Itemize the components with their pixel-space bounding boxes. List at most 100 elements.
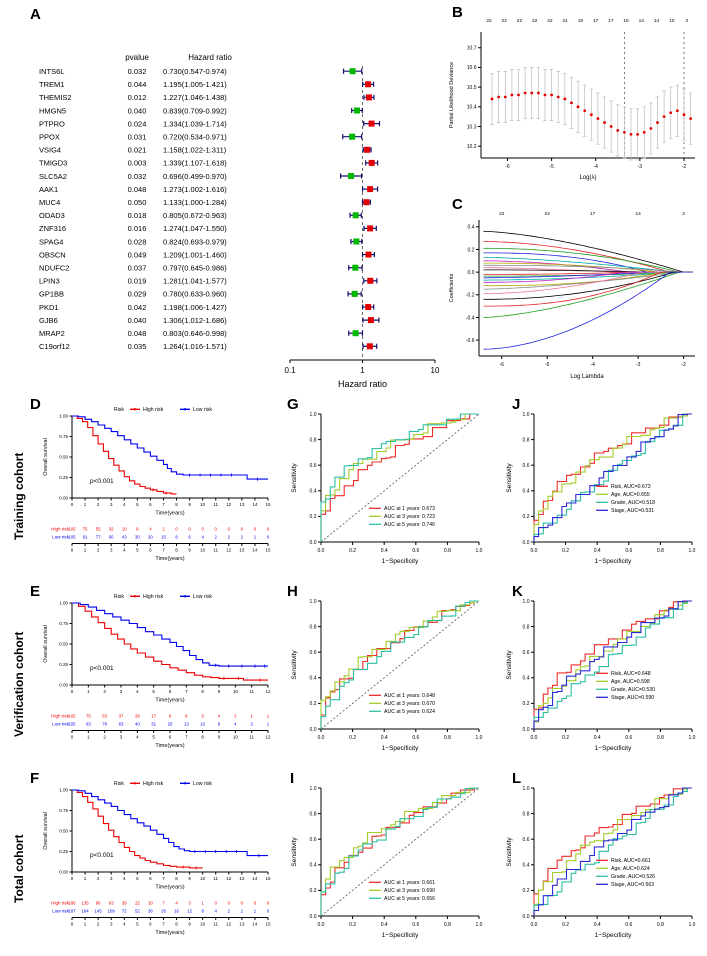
svg-text:0.4: 0.4 bbox=[523, 489, 530, 495]
svg-text:0.8: 0.8 bbox=[444, 922, 451, 928]
svg-text:0.2: 0.2 bbox=[349, 548, 356, 554]
svg-text:1.0: 1.0 bbox=[523, 599, 530, 605]
svg-text:-4: -4 bbox=[593, 164, 598, 170]
svg-text:2: 2 bbox=[97, 876, 100, 881]
svg-text:2: 2 bbox=[250, 722, 253, 727]
svg-text:Age, AUC=0.655: Age, AUC=0.655 bbox=[611, 492, 650, 498]
svg-text:39: 39 bbox=[122, 901, 127, 906]
svg-text:1.334(1.039-1.714): 1.334(1.039-1.714) bbox=[163, 119, 227, 128]
svg-text:0.00: 0.00 bbox=[59, 870, 68, 875]
svg-text:6: 6 bbox=[149, 548, 152, 553]
svg-text:10: 10 bbox=[233, 689, 239, 694]
svg-text:21: 21 bbox=[562, 18, 568, 24]
svg-text:7: 7 bbox=[162, 548, 165, 553]
svg-text:Low risk: Low risk bbox=[193, 781, 212, 787]
svg-text:3: 3 bbox=[120, 689, 123, 694]
svg-text:Grade, AUC=0.518: Grade, AUC=0.518 bbox=[611, 500, 655, 506]
svg-text:0.6: 0.6 bbox=[310, 837, 317, 843]
svg-text:0.0: 0.0 bbox=[523, 914, 530, 920]
svg-text:0.6: 0.6 bbox=[523, 463, 530, 469]
svg-text:TREM1: TREM1 bbox=[39, 80, 64, 89]
svg-text:63: 63 bbox=[119, 722, 124, 727]
panel-label-f: F bbox=[30, 770, 40, 787]
svg-text:22: 22 bbox=[499, 211, 505, 217]
svg-text:75: 75 bbox=[83, 527, 88, 532]
svg-text:2: 2 bbox=[228, 535, 231, 540]
svg-text:3: 3 bbox=[120, 735, 123, 740]
svg-text:0: 0 bbox=[241, 901, 244, 906]
svg-text:16: 16 bbox=[174, 909, 179, 914]
svg-text:0.0: 0.0 bbox=[468, 270, 475, 276]
panel-label-i: I bbox=[290, 770, 295, 787]
svg-text:12: 12 bbox=[265, 735, 271, 740]
svg-text:0.824(0.693-0.979): 0.824(0.693-0.979) bbox=[163, 237, 227, 246]
svg-text:AUC at 3 years: 0.690: AUC at 3 years: 0.690 bbox=[384, 888, 435, 894]
svg-text:52: 52 bbox=[135, 909, 140, 914]
svg-text:8: 8 bbox=[175, 922, 178, 927]
svg-text:2: 2 bbox=[228, 909, 231, 914]
svg-text:0.8: 0.8 bbox=[657, 922, 664, 928]
svg-text:0.696(0.499-0.970): 0.696(0.499-0.970) bbox=[163, 172, 227, 181]
svg-text:0.2: 0.2 bbox=[310, 514, 317, 520]
svg-text:1.0: 1.0 bbox=[476, 922, 483, 928]
svg-text:1: 1 bbox=[201, 901, 204, 906]
svg-text:0: 0 bbox=[215, 901, 218, 906]
svg-text:0: 0 bbox=[71, 548, 74, 553]
svg-text:High risk: High risk bbox=[143, 781, 164, 787]
svg-text:9: 9 bbox=[188, 548, 191, 553]
svg-text:0.042: 0.042 bbox=[128, 303, 147, 312]
svg-text:22: 22 bbox=[517, 18, 523, 24]
svg-text:0.50: 0.50 bbox=[59, 642, 68, 647]
svg-text:SLC5A2: SLC5A2 bbox=[39, 172, 67, 181]
svg-text:0: 0 bbox=[267, 901, 270, 906]
svg-text:9: 9 bbox=[218, 735, 221, 740]
svg-text:1.158(1.022-1.311): 1.158(1.022-1.311) bbox=[163, 146, 227, 155]
svg-text:2: 2 bbox=[234, 714, 237, 719]
svg-text:1: 1 bbox=[254, 909, 257, 914]
svg-text:0.8: 0.8 bbox=[523, 624, 530, 630]
svg-text:145: 145 bbox=[95, 909, 103, 914]
svg-text:9: 9 bbox=[218, 722, 221, 727]
svg-text:Grade, AUC=0.530: Grade, AUC=0.530 bbox=[611, 687, 655, 693]
svg-text:OBSCN: OBSCN bbox=[39, 250, 66, 259]
svg-text:10.5: 10.5 bbox=[467, 85, 477, 91]
svg-text:High risk: High risk bbox=[51, 901, 70, 906]
panel-label-l: L bbox=[512, 770, 522, 787]
svg-text:High risk: High risk bbox=[143, 407, 164, 413]
svg-text:75: 75 bbox=[86, 714, 91, 719]
svg-text:9: 9 bbox=[218, 689, 221, 694]
svg-text:30: 30 bbox=[135, 535, 140, 540]
svg-text:Risk: Risk bbox=[114, 594, 124, 600]
svg-text:1: 1 bbox=[84, 876, 87, 881]
svg-text:135: 135 bbox=[81, 901, 89, 906]
svg-text:2: 2 bbox=[241, 909, 244, 914]
svg-text:17: 17 bbox=[151, 714, 156, 719]
svg-text:63: 63 bbox=[109, 901, 114, 906]
svg-text:-3: -3 bbox=[636, 362, 641, 368]
svg-text:AUC at 1 years: 0.661: AUC at 1 years: 0.661 bbox=[384, 880, 435, 886]
svg-text:6: 6 bbox=[188, 535, 191, 540]
svg-text:13: 13 bbox=[239, 876, 245, 881]
svg-text:12: 12 bbox=[265, 689, 271, 694]
svg-text:TMIGD3: TMIGD3 bbox=[39, 159, 67, 168]
svg-text:0.2: 0.2 bbox=[468, 247, 475, 253]
svg-text:1.0: 1.0 bbox=[310, 599, 317, 605]
roc-time-plot-training: 0.00.0 0.2 0.2 0.4 0.4 0.6 0.6 0.8 0.8 1.0 1.0 AUC … bbox=[291, 412, 483, 565]
panel-label-b: B bbox=[452, 4, 463, 21]
svg-text:5: 5 bbox=[201, 714, 204, 719]
svg-text:1.0: 1.0 bbox=[523, 786, 530, 792]
svg-text:Sensitivity: Sensitivity bbox=[506, 463, 513, 493]
svg-text:2: 2 bbox=[103, 735, 106, 740]
svg-text:0: 0 bbox=[71, 689, 74, 694]
svg-text:SPAG4: SPAG4 bbox=[39, 237, 63, 246]
svg-text:0.4: 0.4 bbox=[523, 676, 530, 682]
svg-text:0.028: 0.028 bbox=[128, 237, 147, 246]
svg-text:0.6: 0.6 bbox=[523, 837, 530, 843]
svg-text:109: 109 bbox=[108, 909, 116, 914]
svg-text:2: 2 bbox=[686, 18, 689, 24]
svg-text:-2: -2 bbox=[681, 362, 686, 368]
svg-text:Sensitivity: Sensitivity bbox=[291, 650, 298, 680]
svg-text:0.720(0.534-0.971): 0.720(0.534-0.971) bbox=[163, 133, 227, 142]
svg-text:3: 3 bbox=[188, 901, 191, 906]
svg-text:3: 3 bbox=[110, 548, 113, 553]
